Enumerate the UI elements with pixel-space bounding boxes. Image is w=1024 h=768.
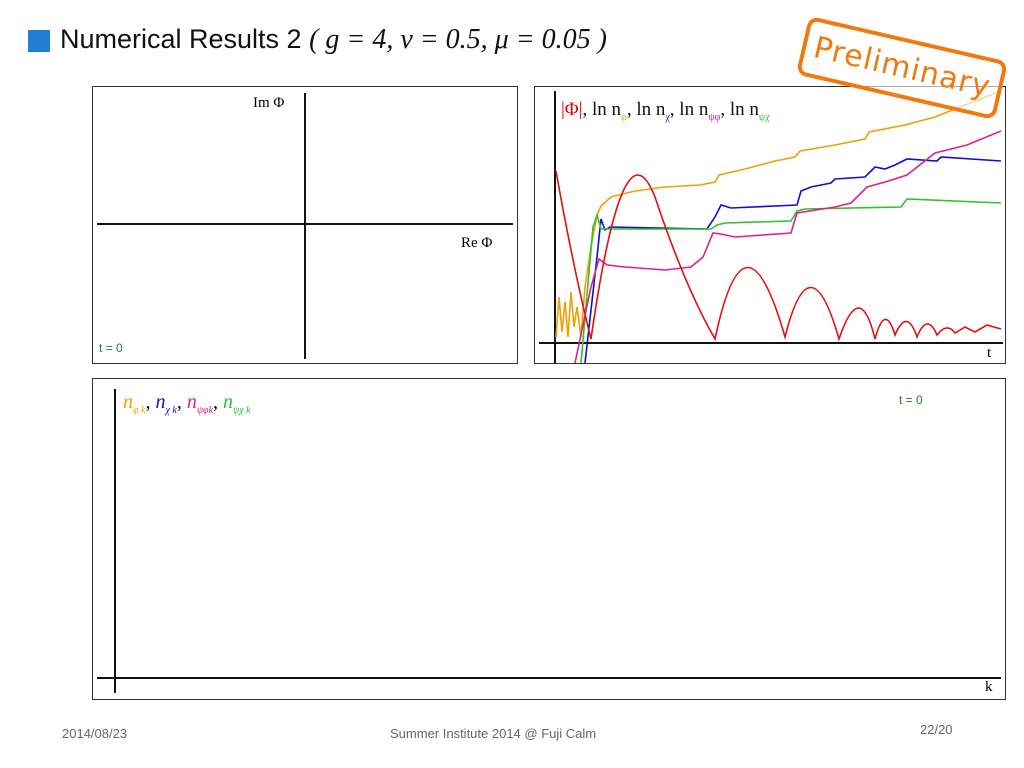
title-parameters: ( g = 4, v = 0.5, μ = 0.05 ) — [309, 24, 607, 55]
axis-label: t — [987, 345, 992, 361]
legend-sub: χ — [665, 111, 670, 123]
title: Numerical Results 2 ( g = 4, v = 0.5, μ … — [60, 24, 607, 56]
separator: , — [582, 99, 588, 120]
legend-item: ln n — [636, 99, 666, 120]
curve — [555, 170, 1002, 342]
separator: , — [145, 391, 151, 413]
separator: , — [720, 99, 726, 120]
legend-sub: ψφ — [708, 111, 721, 123]
legend-sub: ψφk — [196, 405, 214, 416]
phase-axes — [97, 93, 513, 359]
legend-sub: χ k — [165, 405, 177, 416]
legend-item: n — [123, 391, 133, 413]
separator: , — [213, 391, 219, 413]
legend-item: n — [155, 391, 166, 413]
footer-date: 2014/08/23 — [62, 726, 128, 741]
time-curves — [539, 90, 1003, 363]
spectrum-plot: nφ k, nχ k, nψφk, nψχ k t = 0 k — [92, 378, 1006, 700]
footer-event: Summer Institute 2014 @ Fuji Calm — [390, 726, 597, 741]
separator: , — [669, 99, 675, 120]
legend-sub: φ k — [133, 405, 146, 416]
legend: |Φ|, ln nφ, ln nχ, ln nψφ, ln nψχ — [561, 99, 770, 123]
legend-item: ln n — [729, 99, 759, 120]
legend-sub: ψχ — [758, 111, 770, 123]
curve — [555, 90, 1002, 338]
axis-label: Im Φ — [253, 95, 285, 111]
separator: , — [176, 391, 182, 413]
time-label: t = 0 — [899, 393, 923, 407]
phase-plot: Im Φ Re Φ t = 0 — [92, 86, 518, 364]
legend-sub: φ — [621, 111, 627, 123]
axis-label: Re Φ — [461, 235, 493, 251]
legend-item: ln n — [592, 99, 622, 120]
legend-item: |Φ| — [561, 99, 583, 120]
title-text: Numerical Results 2 — [60, 24, 302, 54]
spectrum-axes — [97, 389, 1001, 693]
legend-item: ln n — [679, 99, 709, 120]
separator: , — [626, 99, 632, 120]
time-label: t = 0 — [99, 341, 123, 355]
title-bullet — [28, 30, 50, 52]
legend-item: n — [186, 391, 197, 413]
axis-label: k — [985, 679, 993, 695]
footer-page: 22/20 — [920, 722, 953, 737]
legend-sub: ψχ k — [233, 405, 251, 416]
time-plot: |Φ|, ln nφ, ln nχ, ln nψφ, ln nψχ t — [534, 86, 1006, 364]
curve — [574, 130, 1002, 363]
legend-item: n — [223, 391, 234, 413]
curve — [580, 198, 1002, 363]
legend: nφ k, nχ k, nψφk, nψχ k — [123, 391, 251, 416]
